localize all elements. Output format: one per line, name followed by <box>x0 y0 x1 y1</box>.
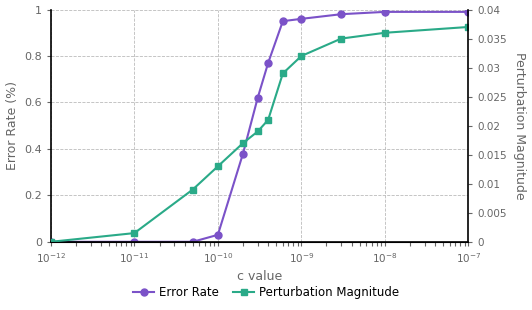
Perturbation Magnitude <box>465 25 471 29</box>
Error Rate <box>254 96 261 100</box>
Perturbation Magnitude <box>215 165 221 168</box>
Perturbation Magnitude <box>338 37 344 40</box>
Error Rate <box>381 10 388 14</box>
Error Rate <box>338 12 344 16</box>
X-axis label: c value: c value <box>237 270 282 283</box>
Error Rate <box>265 61 271 65</box>
Perturbation Magnitude <box>48 240 54 244</box>
Error Rate <box>215 233 221 237</box>
Error Rate <box>131 240 138 244</box>
Line: Perturbation Magnitude: Perturbation Magnitude <box>47 24 472 245</box>
Error Rate <box>189 240 196 244</box>
Error Rate <box>298 17 304 21</box>
Perturbation Magnitude <box>189 188 196 191</box>
Legend: Error Rate, Perturbation Magnitude: Error Rate, Perturbation Magnitude <box>128 282 404 304</box>
Error Rate <box>465 10 471 14</box>
Y-axis label: Error Rate (%): Error Rate (%) <box>5 81 19 170</box>
Error Rate <box>48 240 54 244</box>
Perturbation Magnitude <box>265 118 271 122</box>
Perturbation Magnitude <box>240 141 246 145</box>
Error Rate <box>280 19 286 23</box>
Line: Error Rate: Error Rate <box>47 8 472 245</box>
Perturbation Magnitude <box>298 54 304 58</box>
Perturbation Magnitude <box>381 31 388 35</box>
Perturbation Magnitude <box>254 130 261 133</box>
Perturbation Magnitude <box>131 231 138 235</box>
Perturbation Magnitude <box>280 72 286 75</box>
Error Rate <box>240 152 246 155</box>
Y-axis label: Perturbation Magnitude: Perturbation Magnitude <box>513 52 527 200</box>
